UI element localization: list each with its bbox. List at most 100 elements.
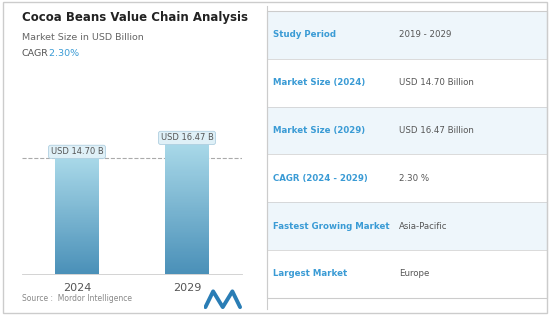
Bar xyxy=(165,190,209,191)
Bar xyxy=(165,144,209,146)
Bar xyxy=(165,157,209,158)
Bar xyxy=(165,204,209,205)
Bar xyxy=(55,168,99,169)
Bar xyxy=(55,189,99,190)
Bar xyxy=(165,149,209,150)
Bar xyxy=(165,197,209,198)
Text: USD 16.47 Billion: USD 16.47 Billion xyxy=(399,126,474,135)
Bar xyxy=(165,252,209,254)
Bar xyxy=(55,179,99,180)
Bar xyxy=(165,165,209,166)
Bar xyxy=(165,181,209,182)
Bar xyxy=(165,218,209,219)
Bar xyxy=(55,263,99,264)
Text: USD 14.70 B: USD 14.70 B xyxy=(51,147,103,156)
Bar xyxy=(165,234,209,235)
Bar xyxy=(55,158,99,159)
Bar xyxy=(55,272,99,273)
Text: Largest Market: Largest Market xyxy=(273,269,348,278)
Bar xyxy=(165,233,209,234)
Bar xyxy=(55,182,99,183)
Bar xyxy=(55,230,99,231)
Bar xyxy=(165,183,209,184)
Bar xyxy=(55,234,99,236)
Bar xyxy=(165,196,209,197)
Bar xyxy=(55,177,99,178)
Bar xyxy=(165,209,209,210)
Bar xyxy=(165,266,209,267)
Bar xyxy=(55,205,99,206)
Bar xyxy=(55,206,99,207)
Bar xyxy=(55,212,99,213)
Bar xyxy=(165,226,209,227)
Bar xyxy=(165,193,209,194)
Bar xyxy=(55,250,99,251)
Bar xyxy=(55,214,99,215)
Bar xyxy=(165,198,209,199)
Bar xyxy=(165,230,209,231)
Bar xyxy=(165,239,209,241)
Bar xyxy=(55,256,99,257)
Text: Source :  Mordor Intelligence: Source : Mordor Intelligence xyxy=(22,294,132,303)
Bar xyxy=(165,186,209,187)
Bar xyxy=(165,220,209,221)
Text: Market Size (2024): Market Size (2024) xyxy=(273,78,366,87)
Bar xyxy=(55,255,99,256)
Bar xyxy=(55,166,99,167)
Bar xyxy=(55,266,99,267)
Bar xyxy=(55,176,99,177)
Bar xyxy=(165,267,209,269)
Bar xyxy=(55,197,99,198)
Bar xyxy=(55,196,99,197)
Bar xyxy=(165,161,209,162)
Bar xyxy=(55,226,99,227)
Bar xyxy=(165,152,209,153)
Bar xyxy=(165,194,209,195)
Bar xyxy=(165,217,209,218)
Bar xyxy=(165,171,209,172)
Bar xyxy=(55,231,99,232)
Bar xyxy=(55,186,99,187)
Bar xyxy=(165,262,209,263)
Bar xyxy=(55,269,99,270)
Bar xyxy=(165,249,209,250)
Bar xyxy=(165,164,209,165)
Bar xyxy=(55,242,99,243)
Bar xyxy=(55,159,99,160)
Bar xyxy=(165,261,209,262)
Bar xyxy=(55,171,99,172)
Bar xyxy=(165,238,209,239)
Bar xyxy=(165,237,209,238)
Bar xyxy=(55,188,99,189)
Bar xyxy=(55,253,99,254)
Bar xyxy=(55,199,99,200)
Bar xyxy=(165,158,209,159)
Bar xyxy=(165,214,209,215)
Bar xyxy=(165,272,209,273)
Bar xyxy=(165,269,209,270)
Bar xyxy=(165,231,209,232)
Text: CAGR: CAGR xyxy=(22,49,49,58)
Bar xyxy=(165,202,209,203)
Bar xyxy=(55,167,99,168)
Bar xyxy=(165,195,209,196)
Bar xyxy=(165,210,209,211)
Bar xyxy=(165,229,209,230)
Bar xyxy=(165,170,209,171)
Bar xyxy=(165,191,209,192)
Bar xyxy=(165,169,209,170)
Text: 2.30%: 2.30% xyxy=(46,49,79,58)
Bar xyxy=(165,250,209,251)
Bar xyxy=(55,232,99,233)
Bar xyxy=(55,251,99,252)
Bar xyxy=(55,227,99,228)
Bar xyxy=(55,252,99,253)
Bar xyxy=(55,163,99,164)
Text: CAGR (2024 - 2029): CAGR (2024 - 2029) xyxy=(273,174,368,183)
Bar xyxy=(165,146,209,148)
Bar xyxy=(165,199,209,201)
Bar xyxy=(55,172,99,173)
Bar xyxy=(165,182,209,183)
Bar xyxy=(55,209,99,210)
Bar xyxy=(55,229,99,230)
